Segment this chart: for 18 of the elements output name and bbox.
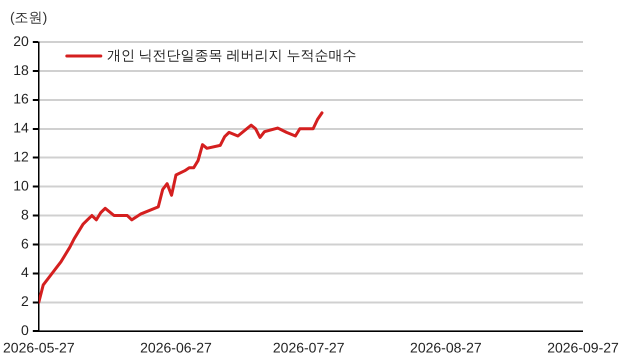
x-tick-label: 2026-09-27: [547, 339, 620, 356]
y-tick-label: 4: [21, 264, 30, 280]
y-tick-label: 8: [21, 206, 30, 222]
y-tick-label: 6: [21, 235, 30, 252]
y-axis-title: (조원): [10, 8, 48, 25]
y-tick-label: 10: [13, 177, 30, 194]
y-tick-label: 20: [13, 32, 30, 49]
x-tick-label: 2026-06-27: [140, 339, 212, 356]
y-tick-label: 14: [13, 120, 30, 136]
y-tick-label: 2: [21, 293, 30, 310]
y-tick-label: 16: [13, 90, 30, 107]
x-tick-label: 2026-07-27: [272, 339, 345, 356]
y-tick-label: 12: [13, 148, 30, 165]
x-tick-label: 2026-08-27: [410, 339, 482, 356]
legend-label: 개인 닉전단일종목 레버리지 누적순매수: [106, 46, 356, 63]
y-tick-label: 18: [13, 62, 30, 78]
y-tick-label: 0: [21, 322, 30, 338]
x-tick-label: 2026-05-27: [2, 339, 75, 356]
